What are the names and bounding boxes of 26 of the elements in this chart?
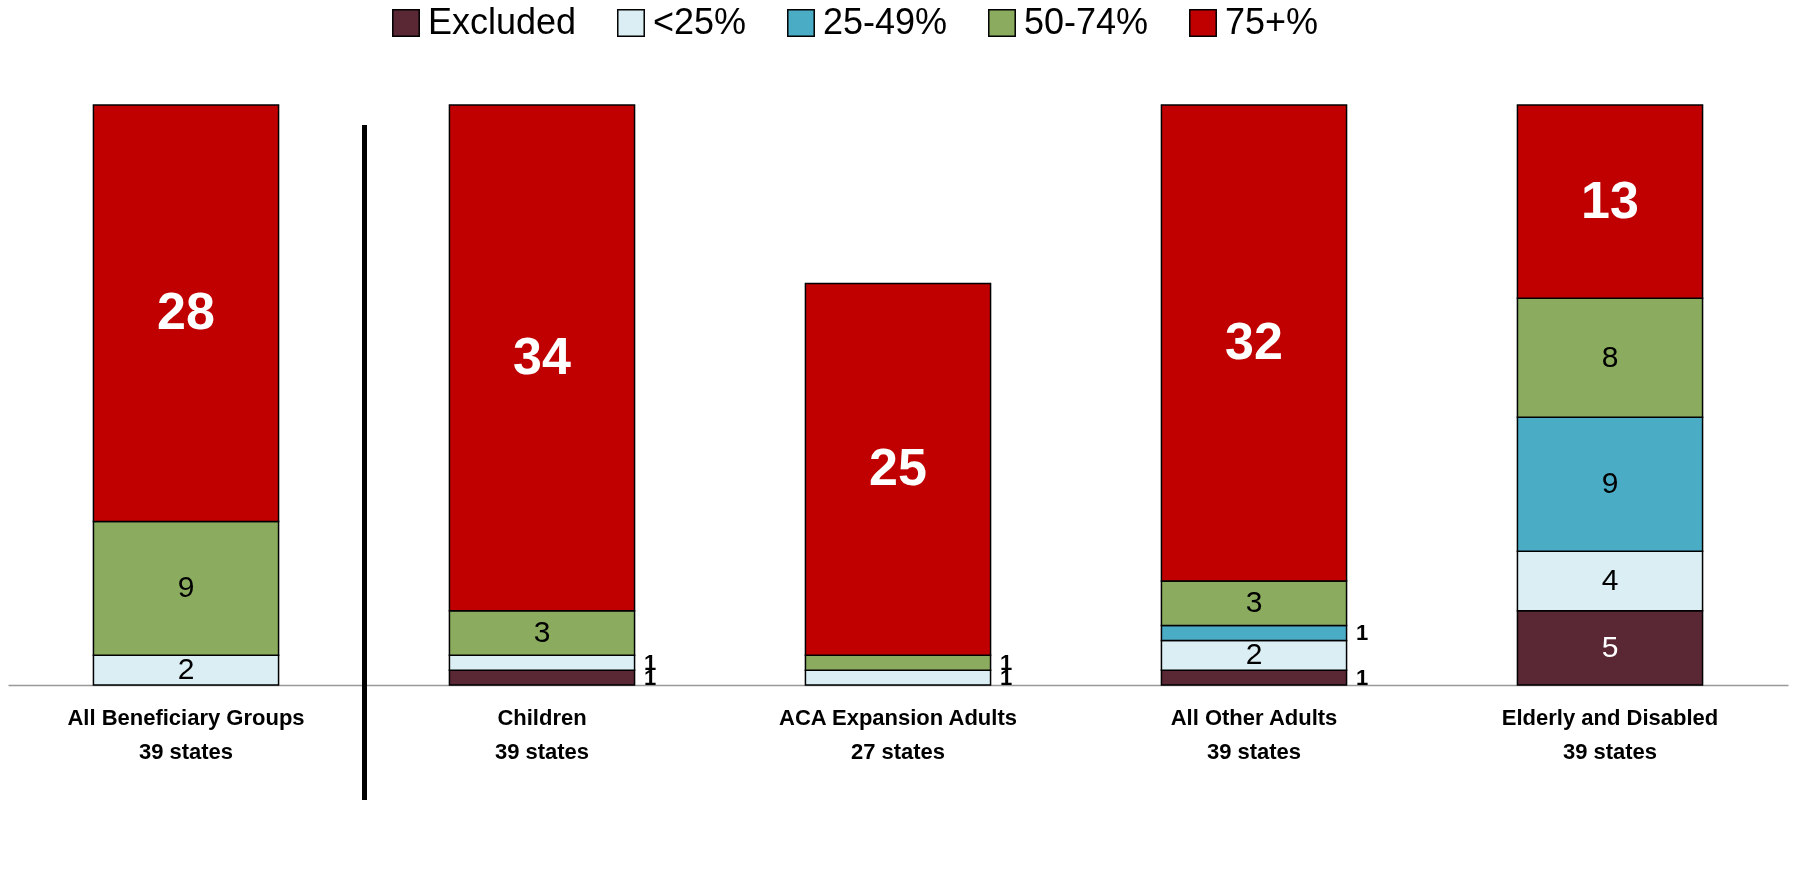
legend-label: Excluded [428, 1, 577, 42]
x-tick-label: Children 39 states [494, 704, 590, 764]
legend-label: 75+% [1225, 1, 1319, 42]
data-label: 1 [1356, 664, 1369, 690]
x-tick-label: All Beneficiary Groups 39 states [67, 704, 305, 764]
legend-label: 50-74% [1024, 1, 1149, 42]
data-label: 2 [1245, 637, 1263, 671]
data-label: 5 [1601, 629, 1619, 663]
data-label: 9 [177, 570, 195, 604]
data-label: 9 [1601, 466, 1619, 500]
data-label: 32 [1225, 311, 1283, 370]
data-label: 8 [1601, 339, 1619, 373]
x-tick-label: Elderly and Disabled 39 states [1501, 704, 1719, 764]
x-tick-label: All Other Adults 39 states [1170, 704, 1338, 764]
data-label: 3 [533, 614, 551, 648]
data-label: 3 [1245, 585, 1263, 619]
data-label: 28 [157, 282, 215, 341]
data-label: 1 [1356, 619, 1369, 645]
data-label: 13 [1581, 170, 1639, 229]
data-label: 25 [869, 438, 927, 497]
legend-label: 25-49% [823, 1, 948, 42]
data-label: 4 [1601, 562, 1619, 596]
data-label: 34 [513, 326, 571, 385]
x-tick-label: ACA Expansion Adults 27 states [779, 704, 1017, 764]
data-label: 2 [177, 652, 195, 686]
legend-label: <25% [653, 1, 747, 42]
